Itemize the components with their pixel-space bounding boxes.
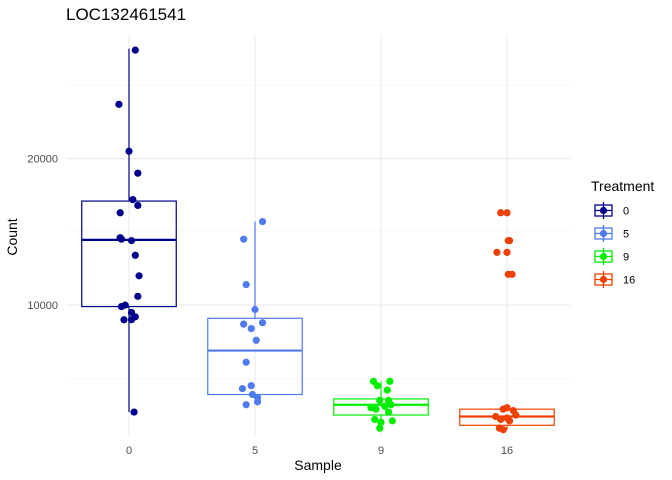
data-point: [508, 270, 516, 278]
data-point: [247, 324, 255, 333]
x-tick-label: 5: [252, 445, 258, 457]
data-point: [503, 209, 511, 217]
data-point: [121, 301, 129, 309]
data-point: [499, 405, 507, 413]
data-point: [131, 313, 139, 321]
data-point: [258, 217, 267, 226]
data-point: [373, 382, 381, 390]
legend-key-point: [599, 252, 608, 261]
legend-item-16: 16: [594, 271, 635, 288]
data-point: [505, 237, 514, 245]
data-point: [251, 305, 259, 314]
data-point: [381, 402, 389, 410]
data-point: [115, 100, 123, 108]
data-point: [371, 415, 379, 424]
box-iqr: [81, 200, 177, 308]
data-point: [131, 251, 139, 259]
data-point: [384, 408, 393, 416]
y-axis-ticks: 10000 20000: [27, 154, 58, 313]
data-point: [499, 426, 507, 434]
data-point: [135, 272, 143, 280]
legend-title: Treatment: [591, 178, 654, 194]
legend-label: 0: [623, 206, 629, 218]
x-tick-label: 0: [126, 445, 132, 457]
data-point: [125, 147, 133, 155]
grid: [66, 34, 570, 437]
legend-label: 9: [623, 252, 629, 264]
data-point: [388, 417, 396, 425]
data-point: [372, 405, 380, 413]
data-point: [127, 237, 136, 245]
data-point: [386, 377, 394, 385]
data-point: [377, 418, 385, 426]
x-tick-label: 9: [378, 445, 384, 457]
data-point: [134, 201, 142, 210]
data-point: [512, 411, 520, 419]
data-point: [497, 209, 505, 217]
data-point: [258, 319, 267, 327]
data-point: [116, 234, 124, 242]
data-point: [116, 209, 124, 217]
y-tick-label: 10000: [27, 300, 58, 312]
data-point: [376, 396, 384, 404]
chart-title: LOC132461541: [66, 5, 186, 24]
legend-key-point: [599, 206, 608, 215]
data-point: [247, 382, 255, 390]
data-point: [131, 46, 139, 54]
boxplots: [81, 48, 555, 430]
data-point: [130, 408, 138, 416]
legend: Treatment 0 5 9 16: [591, 178, 654, 288]
y-axis-label: Count: [4, 218, 20, 255]
legend-key-point: [599, 275, 608, 284]
data-point: [383, 386, 391, 394]
data-point: [120, 316, 128, 324]
data-point: [505, 417, 514, 425]
x-axis-label: Sample: [294, 457, 342, 473]
legend-item-0: 0: [594, 202, 629, 219]
data-point: [238, 385, 246, 393]
data-point: [493, 248, 501, 256]
data-point: [503, 248, 511, 256]
data-point: [134, 292, 142, 300]
data-point: [387, 401, 395, 409]
legend-item-9: 9: [594, 248, 629, 265]
data-point: [240, 235, 248, 243]
data-point: [242, 401, 250, 409]
x-axis-ticks: 0 5 9 16: [126, 445, 513, 457]
y-tick-label: 20000: [27, 154, 58, 166]
data-point: [240, 320, 248, 328]
data-point: [376, 424, 384, 432]
data-point: [253, 398, 262, 406]
data-points: [115, 46, 520, 434]
legend-label: 16: [623, 275, 635, 287]
legend-label: 5: [623, 229, 629, 241]
data-point: [129, 195, 137, 204]
x-tick-label: 16: [501, 445, 513, 457]
data-point: [242, 358, 250, 366]
legend-item-5: 5: [594, 225, 629, 242]
data-point: [497, 415, 505, 424]
data-point: [252, 336, 260, 344]
data-point: [242, 280, 250, 289]
legend-key-point: [599, 229, 608, 238]
data-point: [134, 169, 142, 177]
